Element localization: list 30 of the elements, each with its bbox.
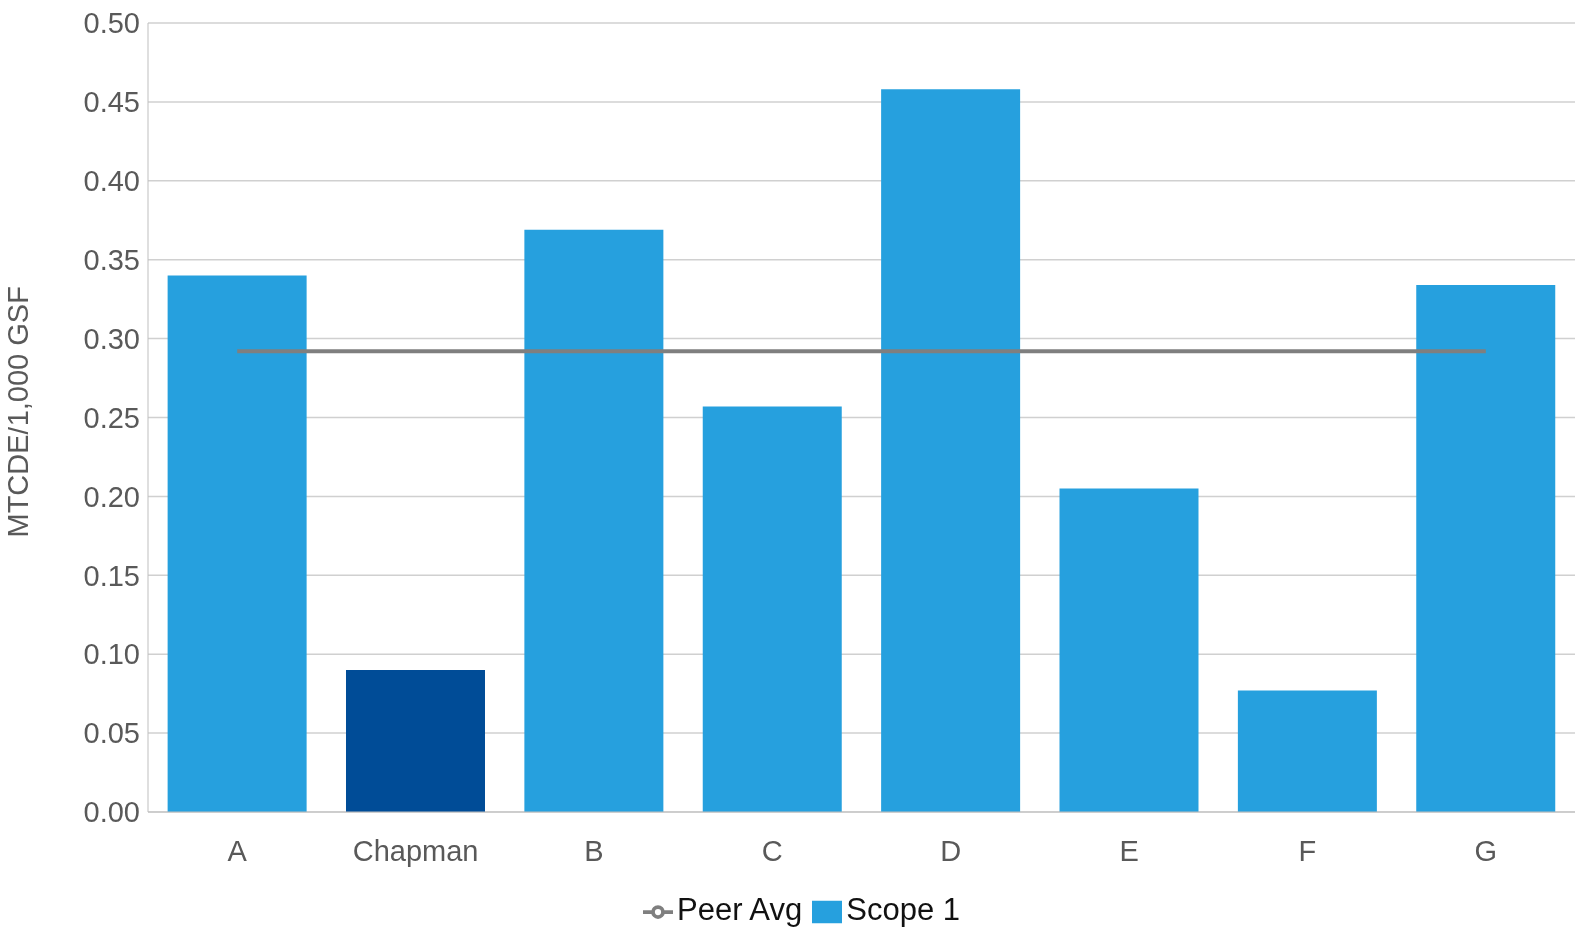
y-tick-label: 0.20 — [83, 480, 140, 513]
bar — [167, 275, 307, 812]
y-tick-label: 0.10 — [83, 638, 140, 671]
y-tick-label: 0.05 — [83, 717, 140, 750]
y-tick-label: 0.35 — [83, 243, 140, 276]
bar — [346, 669, 485, 812]
x-tick-label: D — [940, 834, 962, 867]
y-tick-label: 0.30 — [83, 322, 140, 355]
x-tick-label: C — [761, 834, 783, 867]
legend-label: Scope 1 — [846, 892, 960, 927]
y-tick-label: 0.40 — [83, 165, 140, 198]
bar — [881, 89, 1021, 812]
bar — [1237, 690, 1377, 812]
bar — [1416, 284, 1556, 812]
y-tick-label: 0.45 — [83, 86, 140, 119]
x-tick-label: G — [1474, 834, 1498, 867]
x-tick-label: E — [1119, 834, 1139, 867]
y-tick-label: 0.25 — [83, 401, 140, 434]
y-axis-title: MTCDE/1,000 GSF — [2, 286, 35, 538]
x-tick-label: A — [227, 834, 248, 867]
y-tick-label: 0.15 — [83, 559, 140, 592]
legend-label: Peer Avg — [676, 892, 803, 927]
x-tick-label: B — [584, 834, 604, 867]
x-tick-label: F — [1298, 834, 1317, 867]
x-tick-label: Chapman — [352, 834, 479, 867]
y-tick-label: 0.00 — [83, 796, 140, 829]
bar — [524, 229, 664, 812]
bar — [1059, 488, 1199, 812]
y-tick-label: 0.50 — [83, 7, 140, 40]
bar — [702, 406, 842, 812]
